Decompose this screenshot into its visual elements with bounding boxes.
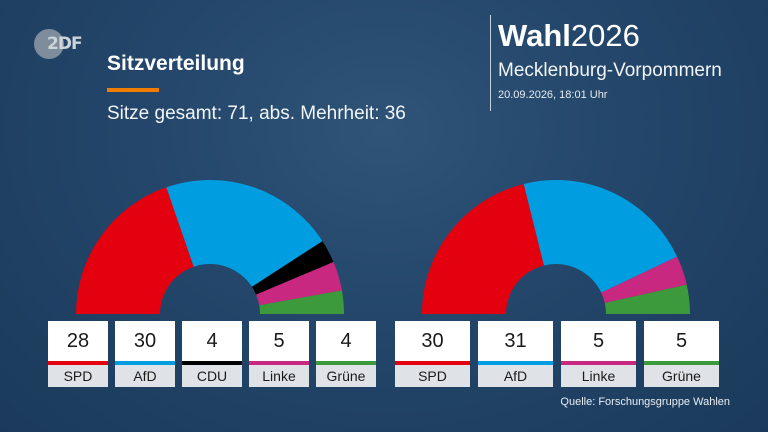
party-box: 5 Linke: [561, 321, 636, 387]
party-name-label: AfD: [115, 365, 175, 387]
seat-count-label: 4: [182, 321, 242, 361]
party-color-bar: [48, 361, 108, 365]
seat-segment-spd: [422, 183, 544, 314]
zdf-logo: 2DF: [34, 29, 88, 59]
seat-segment-grne: [259, 290, 344, 314]
party-color-bar: [316, 361, 376, 365]
seat-segment-afd: [523, 179, 678, 293]
title-accent-line: [107, 88, 159, 92]
party-color-bar: [478, 361, 553, 365]
seat-segment-afd: [166, 180, 323, 287]
party-box: 4 Grüne: [316, 321, 376, 387]
party-name-label: Grüne: [316, 365, 376, 387]
party-box: 5 Grüne: [644, 321, 719, 387]
seat-segment-grne: [604, 284, 690, 314]
timestamp: 20.09.2026, 18:01 Uhr: [498, 89, 608, 101]
seat-count-label: 5: [249, 321, 309, 361]
party-name-label: SPD: [48, 365, 108, 387]
brand-year: 2026: [570, 18, 640, 53]
party-color-bar: [115, 361, 175, 365]
source-note: Quelle: Forschungsgruppe Wahlen: [560, 396, 730, 408]
region-name: Mecklenburg-Vorpommern: [498, 60, 722, 81]
party-name-label: SPD: [395, 365, 470, 387]
zdf-logo-text: 2DF: [47, 34, 83, 54]
seat-count-label: 31: [478, 321, 553, 361]
party-box: 5 Linke: [249, 321, 309, 387]
party-color-bar: [561, 361, 636, 365]
party-box: 31 AfD: [478, 321, 553, 387]
party-name-label: Linke: [249, 365, 309, 387]
seat-count-label: 28: [48, 321, 108, 361]
seat-segment-spd: [76, 187, 194, 314]
party-name-label: CDU: [182, 365, 242, 387]
chart-title: Sitzverteilung: [107, 52, 245, 75]
party-box: 4 CDU: [182, 321, 242, 387]
party-color-bar: [644, 361, 719, 365]
chart-subtitle: Sitze gesamt: 71, abs. Mehrheit: 36: [107, 103, 406, 124]
party-color-bar: [182, 361, 242, 365]
zdf-logo-circle: [34, 29, 64, 59]
party-box: 28 SPD: [48, 321, 108, 387]
party-box: 30 SPD: [395, 321, 470, 387]
brand-bold: Wahl: [498, 18, 571, 53]
header-divider: [490, 15, 491, 111]
seat-count-label: 30: [395, 321, 470, 361]
party-name-label: Linke: [561, 365, 636, 387]
seat-segment-linke: [256, 262, 342, 306]
seat-count-label: 5: [644, 321, 719, 361]
seat-segment-linke: [601, 256, 687, 304]
seat-count-label: 5: [561, 321, 636, 361]
seat-count-label: 4: [316, 321, 376, 361]
party-color-bar: [249, 361, 309, 365]
seat-segment-cdu: [251, 241, 334, 295]
party-color-bar: [395, 361, 470, 365]
seat-count-label: 30: [115, 321, 175, 361]
party-box: 30 AfD: [115, 321, 175, 387]
party-name-label: AfD: [478, 365, 553, 387]
party-name-label: Grüne: [644, 365, 719, 387]
brand-title: Wahl2026: [498, 18, 640, 54]
